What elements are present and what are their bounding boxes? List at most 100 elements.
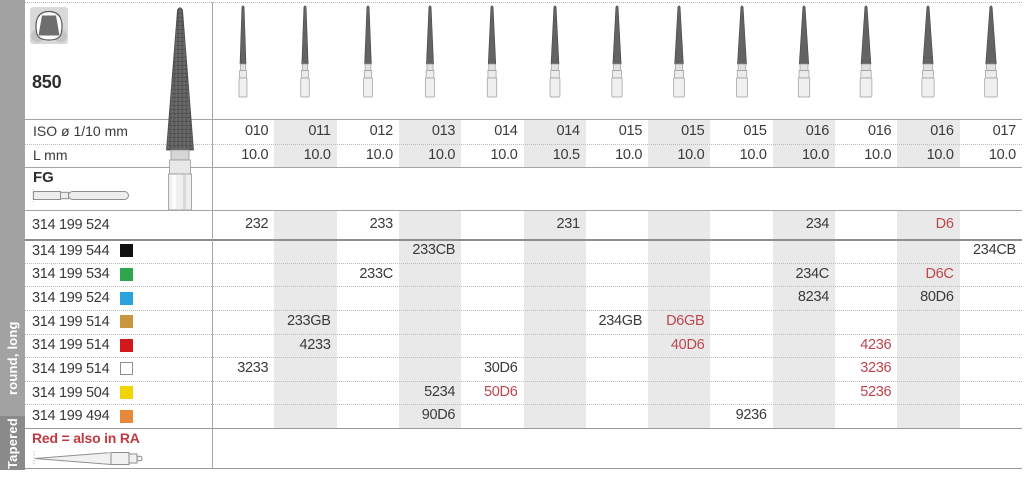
figure-cell (648, 357, 711, 381)
order-code: 314 199 504 (32, 384, 110, 401)
length-value: 10.0 (241, 147, 269, 163)
figure-row: 233C 234C D6C (212, 262, 1022, 287)
rule (25, 309, 1022, 311)
figure-cell (337, 310, 399, 334)
figure-number: 231 (556, 216, 581, 232)
iso-value: 014 (523, 119, 586, 144)
iso-value: 016 (868, 123, 892, 139)
grit-color-swatch (120, 315, 133, 329)
figure-cell (212, 404, 274, 428)
figure-cell (772, 357, 835, 381)
figure-cell: D6C (897, 262, 960, 287)
figure-cell (586, 404, 648, 428)
figure-cell: 233CB (398, 239, 462, 263)
figure-cell (586, 381, 648, 405)
figure-cell: D6 (897, 210, 960, 239)
order-code: 314 199 514 (32, 313, 110, 330)
figure-number: 233C (359, 265, 393, 282)
figure-cell (523, 262, 586, 287)
rule (25, 404, 1022, 406)
bur-illustration (461, 2, 523, 120)
order-code: 314 199 534 (32, 266, 110, 283)
figure-number: 233GB (286, 312, 331, 329)
figure-cell (523, 309, 586, 334)
figure-number: 233CB (412, 242, 456, 258)
figure-cell: 233GB (274, 309, 337, 334)
rule (25, 468, 1022, 469)
figure-cell (461, 263, 523, 287)
iso-value: 015 (618, 123, 643, 139)
bur-product-illustration (159, 7, 201, 215)
figure-number: D6 (935, 216, 954, 232)
figure-cell (648, 239, 711, 263)
figure-cell (274, 380, 337, 405)
grit-color-swatch (120, 409, 133, 423)
figure-cell (274, 262, 337, 287)
figure-number: D6GB (666, 312, 705, 329)
figure-cell (274, 357, 337, 381)
figure-cell (337, 239, 399, 263)
code-row: 314 199 514 (25, 310, 212, 334)
iso-value: 014 (494, 123, 518, 139)
length-value: 10.0 (772, 144, 835, 167)
figure-cell (212, 263, 274, 287)
figure-cell (960, 404, 1022, 428)
figure-cell (337, 286, 399, 310)
length-value: 10.0 (648, 144, 711, 167)
figure-cell (960, 263, 1022, 287)
bur-illustration (897, 2, 959, 120)
figure-number: 40D6 (670, 336, 705, 353)
iso-value: 010 (245, 123, 269, 139)
rule (25, 119, 1022, 120)
figure-row: 90D6 9236 (212, 404, 1022, 428)
series-group-label: Tapered (5, 417, 20, 469)
iso-value: 015 (743, 123, 767, 139)
figure-cell (398, 309, 462, 334)
order-code: 314 199 494 (32, 408, 110, 425)
figure-number: D6C (925, 265, 954, 282)
length-value: 10.0 (897, 144, 960, 167)
bur-illustration (960, 2, 1022, 120)
figure-cell (337, 334, 399, 358)
figure-cell (523, 380, 586, 405)
figure-cell (586, 357, 648, 381)
bur-illustration (524, 2, 586, 120)
figure-number: 233 (369, 216, 394, 232)
length-value: 10.0 (988, 147, 1016, 163)
figure-cell (710, 310, 772, 334)
product-number: 850 (32, 72, 62, 92)
code-row: 314 199 524 (25, 210, 212, 239)
rule (25, 2, 1022, 3)
figure-cell (398, 262, 462, 287)
figure-cell (960, 286, 1022, 310)
figure-cell (648, 404, 711, 428)
series-group-box: Tapered (0, 416, 25, 470)
figure-number: 90D6 (421, 407, 456, 424)
figure-number: 3233 (237, 360, 269, 377)
figure-cell (897, 404, 960, 428)
figure-number: 3236 (860, 360, 892, 377)
figure-cell (710, 239, 772, 263)
figure-cell (960, 334, 1022, 358)
figure-cell (523, 286, 586, 310)
figure-cell: 80D6 (897, 286, 960, 310)
figure-cell: 9236 (710, 404, 772, 428)
iso-value: 015 (648, 119, 711, 144)
iso-row: 010 011 012 013 014 014 015 015 015 016 016 016 017 (212, 119, 1022, 144)
ra-note: Red = also in RA (32, 430, 140, 446)
length-value: 10.0 (365, 147, 393, 163)
bur-illustration (773, 2, 835, 120)
order-code: 314 199 514 (32, 360, 110, 377)
figure-cell (212, 381, 274, 405)
figure-cell: 40D6 (648, 333, 711, 358)
figure-cell (523, 333, 586, 358)
code-row: 314 199 504 (25, 381, 212, 405)
bur-illustration (710, 2, 772, 120)
iso-value: 017 (992, 123, 1017, 139)
figure-cell (461, 404, 523, 428)
figure-cell (461, 239, 523, 263)
figure-number: 9236 (735, 407, 767, 424)
grit-color-swatch (120, 362, 133, 376)
figure-cell: 3233 (212, 357, 274, 381)
